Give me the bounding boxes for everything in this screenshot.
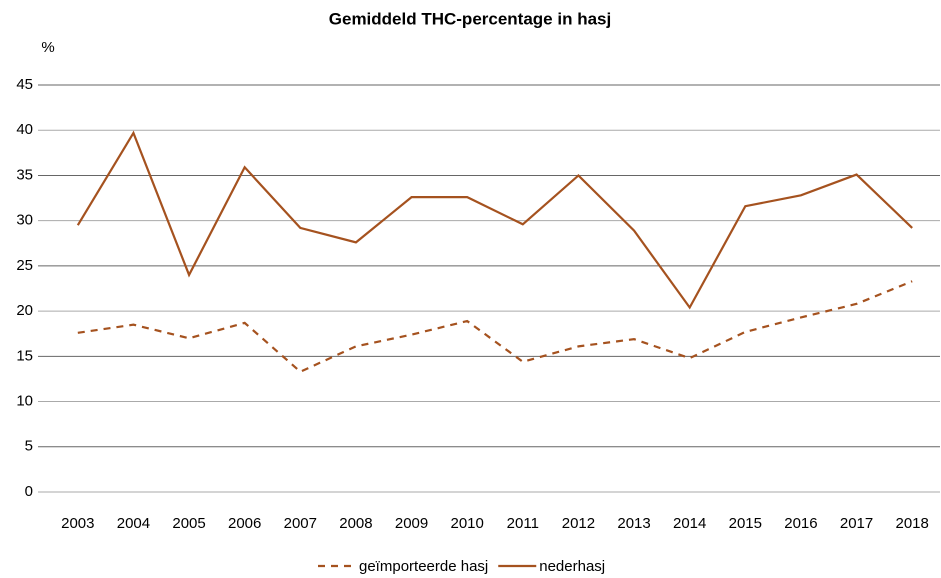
- x-tick-label: 2014: [673, 515, 706, 532]
- y-tick-label: 30: [16, 212, 33, 229]
- legend-label: geïmporteerde hasj: [359, 558, 488, 575]
- x-tick-label: 2009: [395, 515, 428, 532]
- y-tick-label: 5: [25, 438, 33, 455]
- y-tick-label: 45: [16, 76, 33, 93]
- y-tick-label: 25: [16, 257, 33, 274]
- y-tick-label: 35: [16, 166, 33, 183]
- x-tick-label: 2003: [61, 515, 94, 532]
- x-tick-label: 2007: [284, 515, 317, 532]
- y-tick-label: 15: [16, 347, 33, 364]
- chart-title: Gemiddeld THC-percentage in hasj: [329, 9, 611, 28]
- x-tick-label: 2005: [172, 515, 205, 532]
- y-tick-label: 40: [16, 121, 33, 138]
- legend-label: nederhasj: [539, 558, 605, 575]
- x-tick-label: 2015: [729, 515, 762, 532]
- x-tick-label: 2010: [451, 515, 484, 532]
- x-tick-label: 2011: [507, 515, 539, 532]
- series-line: [76, 130, 913, 310]
- series-line: [77, 280, 913, 374]
- x-tick-label: 2017: [840, 515, 873, 532]
- x-tick-label: 2016: [784, 515, 817, 532]
- x-tick-label: 2013: [617, 515, 650, 532]
- x-tick-label: 2018: [896, 515, 929, 532]
- x-tick-label: 2006: [228, 515, 261, 532]
- y-tick-label: 10: [16, 393, 33, 410]
- x-tick-label: 2008: [339, 515, 372, 532]
- y-tick-label: 0: [25, 483, 33, 500]
- y-axis-label: %: [41, 39, 54, 56]
- x-tick-label: 2012: [562, 515, 595, 532]
- y-tick-label: 20: [16, 302, 33, 319]
- x-tick-label: 2004: [117, 515, 150, 532]
